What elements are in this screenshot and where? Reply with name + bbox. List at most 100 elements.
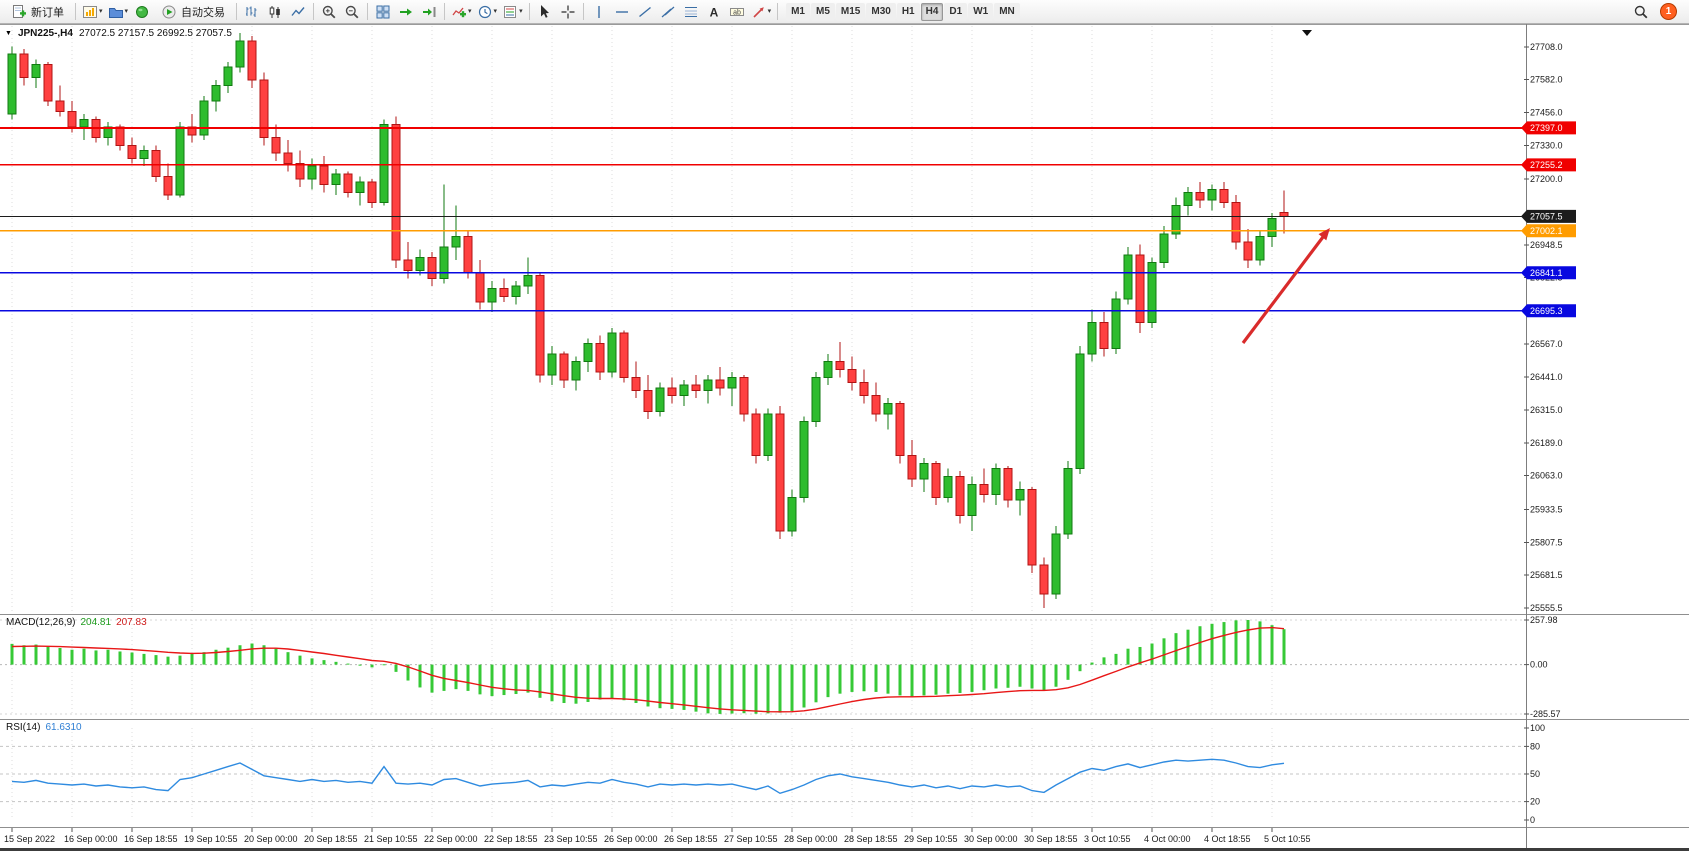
auto-scroll-icon <box>400 8 413 15</box>
price-axis[interactable]: 27708.0 27582.0 27456.0 27330.0 27200.0 26948… <box>1521 42 1576 613</box>
macd-histogram-bar <box>1102 657 1106 665</box>
time-label: 20 Sep 18:55 <box>304 834 358 844</box>
macd-histogram-bar <box>202 652 206 665</box>
rsi-line <box>11 758 1285 795</box>
macd-histogram-bar <box>106 649 110 665</box>
arrows-tool-button[interactable]: ▾ <box>749 2 774 22</box>
indicators-button[interactable]: ▾ <box>449 2 474 22</box>
dropdown-caret-icon: ▾ <box>493 8 498 15</box>
macd-histogram-bar <box>1162 638 1166 665</box>
channel-button[interactable] <box>657 2 679 22</box>
macd-main-value: 204.81 <box>80 617 112 628</box>
macd-histogram-bar <box>766 664 770 714</box>
timeframe-h4-button[interactable]: H4 <box>920 2 944 21</box>
macd-histogram-bar <box>622 664 626 701</box>
price-badge-resistance <box>1521 158 1576 172</box>
price-tick-label: 26567.0 <box>1530 339 1563 349</box>
macd-histogram-bar <box>742 664 746 714</box>
macd-histogram-bar <box>1174 633 1178 665</box>
macd-histogram-bar <box>1078 664 1082 672</box>
tile-windows-button[interactable] <box>372 2 394 22</box>
macd-histogram-bar <box>334 661 338 665</box>
macd-histogram-bar <box>610 664 614 699</box>
templates-button[interactable]: ▾ <box>500 2 525 22</box>
zoom-out-icon <box>345 5 359 18</box>
price-tick-label: 25933.5 <box>1530 504 1563 514</box>
candlestick-icon <box>269 5 280 18</box>
timeframe-m1-button[interactable]: M1 <box>786 2 810 21</box>
timeframe-m30-button[interactable]: M30 <box>866 2 896 21</box>
chart-menu-arrow-icon[interactable] <box>1302 30 1312 36</box>
timeframe-m15-button[interactable]: M15 <box>835 2 866 21</box>
level-lines[interactable] <box>0 126 1524 312</box>
horizontal-line-button[interactable] <box>611 2 633 22</box>
toolbar-separator <box>444 3 446 20</box>
chart-title-dropdown-icon[interactable]: ▼ <box>5 30 12 37</box>
macd-histogram-bar <box>454 664 458 690</box>
candles-mode-button[interactable] <box>264 2 286 22</box>
macd-histogram-bar <box>898 664 902 696</box>
autotrading-button[interactable]: 自动交易 <box>154 2 232 22</box>
periods-button[interactable]: ▾ <box>475 2 500 22</box>
zoom-out-button[interactable] <box>341 2 363 22</box>
macd-histogram-bar <box>310 658 314 665</box>
macd-histogram-bar <box>1222 622 1226 665</box>
price-badge-label: 26841.1 <box>1530 268 1563 278</box>
bars-mode-button[interactable] <box>241 2 263 22</box>
macd-histogram-bar <box>934 664 938 695</box>
timeframe-d1-button[interactable]: D1 <box>944 2 968 21</box>
macd-histogram-bar <box>718 664 722 714</box>
macd-histogram-bar <box>946 664 950 694</box>
new-chart-button[interactable]: ▾ <box>80 2 105 22</box>
macd-histogram-bar <box>1270 625 1274 665</box>
macd-histogram-bar <box>562 664 566 704</box>
macd-histogram-bar <box>598 664 602 700</box>
time-axis[interactable]: 15 Sep 2022 16 Sep 00:00 16 Sep 18:55 19 Se… <box>4 828 1311 844</box>
macd-histogram-bar <box>1126 648 1130 665</box>
crosshair-button[interactable] <box>557 2 579 22</box>
macd-histogram-bar <box>10 643 14 665</box>
profiles-button[interactable]: ▾ <box>106 2 131 22</box>
macd-histogram-bar <box>958 664 962 693</box>
macd-histogram-bar <box>1066 664 1070 680</box>
fibonacci-button[interactable] <box>680 2 702 22</box>
search-button[interactable] <box>1630 2 1652 22</box>
timeframe-mn-button[interactable]: MN <box>994 2 1020 21</box>
text-button[interactable]: A <box>703 2 725 22</box>
line-mode-button[interactable] <box>287 2 309 22</box>
time-label: 16 Sep 00:00 <box>64 834 118 844</box>
macd-histogram-bar <box>22 645 26 665</box>
candlesticks <box>7 33 1289 608</box>
notification-badge[interactable]: 1 <box>1660 3 1677 20</box>
macd-histogram-bar <box>1030 664 1034 689</box>
vertical-line-button[interactable] <box>588 2 610 22</box>
macd-histogram-bar <box>526 664 530 693</box>
market-watch-button[interactable] <box>131 2 153 22</box>
price-badge-support <box>1521 266 1576 280</box>
macd-histogram-bar <box>250 643 254 665</box>
time-label: 4 Oct 18:55 <box>1204 834 1251 844</box>
timeframe-h1-button[interactable]: H1 <box>896 2 920 21</box>
rsi-scale-label: 100 <box>1530 723 1545 733</box>
chart-title: ▼ JPN225-,H4 27072.5 27157.5 26992.5 270… <box>5 28 232 39</box>
new-order-button[interactable]: 新订单 <box>4 2 71 22</box>
timeframe-w1-button[interactable]: W1 <box>968 2 994 21</box>
trend-arrow-annotation[interactable] <box>1241 228 1330 344</box>
auto-scroll-button[interactable] <box>395 2 417 22</box>
macd-histogram-bar <box>82 648 86 665</box>
time-label: 27 Sep 10:55 <box>724 834 778 844</box>
price-badge-label: 26695.3 <box>1530 306 1563 316</box>
chart-shift-button[interactable] <box>418 2 440 22</box>
rsi-value: 61.6310 <box>45 722 82 733</box>
zoom-in-button[interactable] <box>318 2 340 22</box>
dropdown-caret-icon: ▾ <box>99 8 103 15</box>
price-badge-label: 27255.2 <box>1530 160 1563 170</box>
text-label-button[interactable]: ab <box>726 2 748 22</box>
timeframe-m5-button[interactable]: M5 <box>811 2 835 21</box>
trendline-button[interactable] <box>634 2 656 22</box>
macd-histogram-bar <box>46 646 50 665</box>
cursor-button[interactable] <box>534 2 556 22</box>
chart-shift-icon <box>423 6 436 17</box>
macd-histogram-bar <box>370 664 374 668</box>
